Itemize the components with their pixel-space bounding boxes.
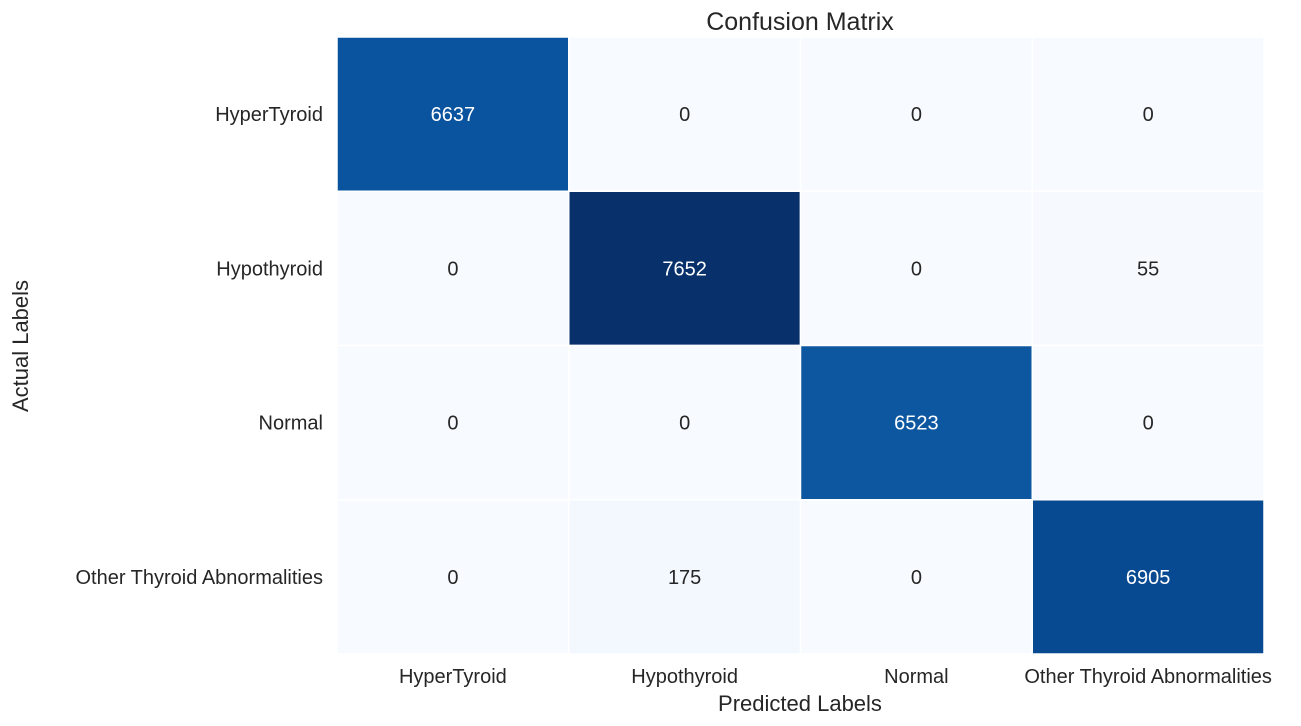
heatmap-cell xyxy=(799,36,1033,192)
cell-value-label: 0 xyxy=(1143,104,1154,126)
y-tick-label: Normal xyxy=(259,413,323,435)
cell-value-label: 6523 xyxy=(894,413,939,435)
cell-value-label: 55 xyxy=(1137,258,1159,280)
x-tick-label: Hypothyroid xyxy=(631,666,738,688)
cell-value-label: 0 xyxy=(447,258,458,280)
x-tick-label: Normal xyxy=(884,666,948,688)
x-tick-label: HyperTyroid xyxy=(399,666,507,688)
cell-value-label: 0 xyxy=(911,567,922,589)
heatmap-cells xyxy=(336,36,1265,655)
heatmap-cell xyxy=(1031,190,1265,347)
cell-value-label: 0 xyxy=(447,413,458,435)
x-axis-label: Predicted Labels xyxy=(718,691,882,716)
y-axis-label: Actual Labels xyxy=(8,280,33,412)
cell-value-label: 175 xyxy=(668,567,701,589)
cell-value-label: 6637 xyxy=(431,104,476,126)
heatmap-cell xyxy=(1031,499,1265,655)
x-tick-label: Other Thyroid Abnormalities xyxy=(1024,666,1272,688)
cell-value-label: 0 xyxy=(911,258,922,280)
heatmap-cell xyxy=(1031,344,1265,501)
heatmap-cell xyxy=(336,499,570,655)
cell-value-label: 0 xyxy=(679,413,690,435)
x-tick-labels: HyperTyroid Hypothyroid Normal Other Thyroi… xyxy=(399,666,1272,688)
heatmap-cell xyxy=(1031,36,1265,192)
cell-value-label: 6905 xyxy=(1126,567,1171,589)
heatmap-cell xyxy=(568,190,802,347)
heatmap-cell xyxy=(799,499,1033,655)
cell-annotations: 6637 0 0 0 0 7652 0 55 0 0 6523 0 0 175 0 6905 xyxy=(431,104,1171,589)
cell-value-label: 0 xyxy=(911,104,922,126)
cell-value-label: 7652 xyxy=(662,258,707,280)
y-tick-label: Hypothyroid xyxy=(216,258,323,280)
cell-value-label: 0 xyxy=(1143,413,1154,435)
heatmap-cell xyxy=(336,36,570,192)
y-tick-labels: HyperTyroid Hypothyroid Normal Other Thyroi… xyxy=(75,104,323,589)
cell-value-label: 0 xyxy=(447,567,458,589)
heatmap-cell xyxy=(568,344,802,501)
y-tick-label: HyperTyroid xyxy=(215,104,323,126)
y-tick-label: Other Thyroid Abnormalities xyxy=(75,567,323,589)
cell-value-label: 0 xyxy=(679,104,690,126)
heatmap-cell xyxy=(336,190,570,347)
chart-title: Confusion Matrix xyxy=(706,8,894,36)
heatmap-cell xyxy=(568,36,802,192)
heatmap-cell xyxy=(568,499,802,655)
